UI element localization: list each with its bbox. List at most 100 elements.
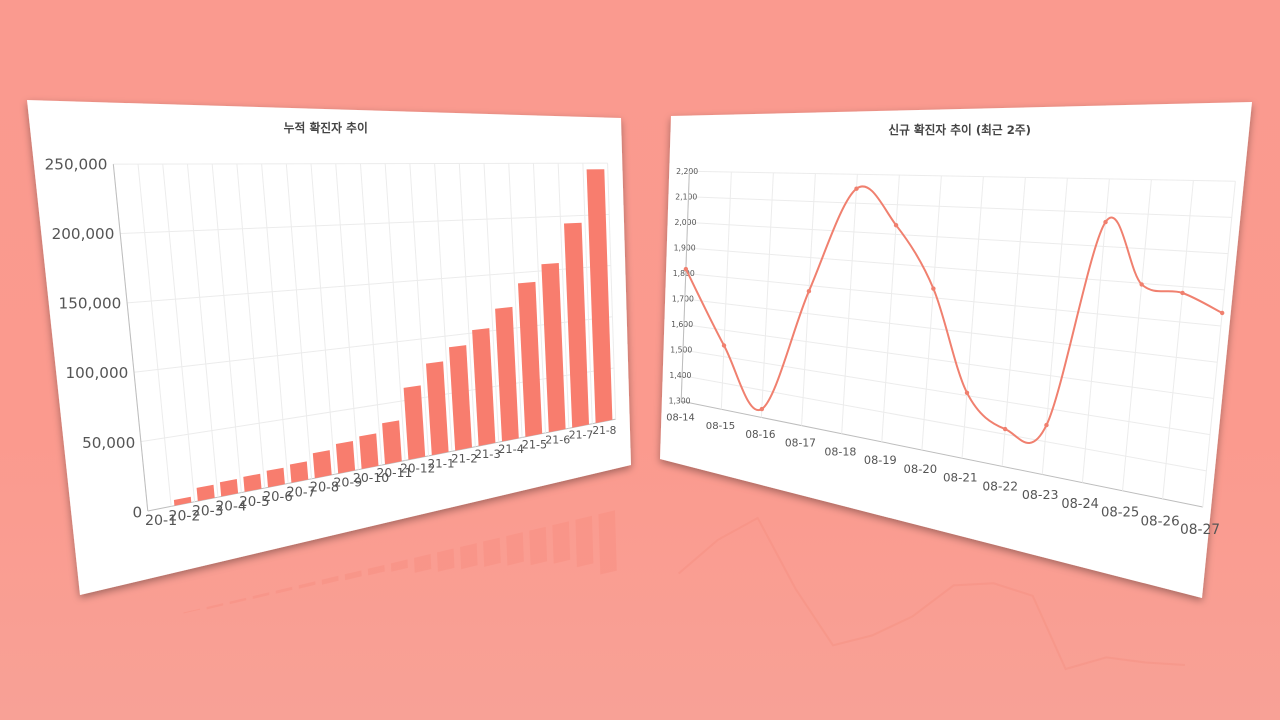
x-gridline <box>961 176 984 459</box>
y-tick-label: 1,300 <box>669 396 691 405</box>
bar-20-5 <box>243 473 262 492</box>
x-gridline <box>801 173 816 426</box>
bar-20-4 <box>219 479 239 497</box>
x-gridline <box>1202 181 1236 508</box>
reflected-bar <box>506 532 524 566</box>
reflected-bar <box>460 543 478 570</box>
chart-title: 신규 확진자 추이 (최근 2주) <box>888 123 1031 137</box>
reflected-bar <box>414 554 432 573</box>
x-gridline <box>310 163 336 475</box>
bar-21-4 <box>495 306 519 442</box>
bar-21-7 <box>564 222 589 428</box>
x-gridline <box>557 163 570 429</box>
y-gridline <box>682 349 1211 436</box>
bar-20-11 <box>382 420 402 465</box>
y-tick-label: 2,200 <box>676 167 698 176</box>
x-tick-label: 08-23 <box>1022 487 1059 502</box>
chart-card-background <box>27 100 631 595</box>
point-08-16 <box>759 406 765 412</box>
point-08-25 <box>1139 282 1144 287</box>
point-08-14 <box>683 266 689 272</box>
x-tick-label: 21-6 <box>545 433 570 446</box>
reflected-bar <box>483 537 501 567</box>
bar-chart-reflection <box>160 510 617 618</box>
x-gridline <box>236 163 266 489</box>
y-tick-label: 1,600 <box>671 320 693 329</box>
x-gridline <box>483 163 500 443</box>
x-tick-label: 08-16 <box>745 429 775 441</box>
y-axis-line <box>112 164 149 511</box>
x-gridline <box>409 163 430 456</box>
x-tick-label: 20-10 <box>353 470 389 485</box>
bar-chart-card: 누적 확진자 추이 0 50,000 100,000 150,000 200,000 250… <box>27 100 631 595</box>
y-gridline <box>681 400 1203 508</box>
x-gridline <box>1162 180 1194 499</box>
y-tick-label: 2,100 <box>675 192 697 201</box>
x-gridline <box>532 163 546 433</box>
bar-21-2 <box>449 345 472 451</box>
y-tick-label: 250,000 <box>45 156 108 174</box>
x-tick-label: 08-27 <box>1180 522 1220 538</box>
x-gridline <box>1001 177 1026 467</box>
reflected-bar <box>390 559 408 572</box>
x-tick-label: 20-3 <box>192 504 223 520</box>
x-tick-label: 20-11 <box>377 466 413 480</box>
x-tick-label: 21-1 <box>428 456 455 470</box>
x-tick-label: 08-24 <box>1061 497 1098 512</box>
reflected-bar <box>298 581 316 589</box>
y-tick-label: 50,000 <box>82 434 135 452</box>
x-gridline <box>841 174 858 434</box>
y-gridline <box>687 221 1229 255</box>
x-tick-label: 20-5 <box>239 495 269 510</box>
x-tick-label: 08-18 <box>824 445 856 458</box>
x-tick-label: 21-3 <box>475 447 501 461</box>
reflected-bar <box>252 592 270 599</box>
bar-20-2 <box>173 496 192 506</box>
y-axis-line <box>680 171 690 402</box>
reflected-bar <box>529 526 548 566</box>
reflected-bar <box>183 608 201 614</box>
bar-20-8 <box>312 450 332 479</box>
point-08-18 <box>854 186 859 191</box>
x-gridline <box>881 175 900 442</box>
y-tick-label: 1,500 <box>670 345 692 354</box>
line-chart-card: 신규 확진자 추이 (최근 2주) 1,300 1,400 1,500 1,600 1,7… <box>660 102 1252 598</box>
bar-21-5 <box>518 281 543 437</box>
x-gridline <box>508 163 523 438</box>
point-08-17 <box>806 288 812 294</box>
x-tick-label: 20-1 <box>145 513 177 529</box>
x-tick-label: 21-7 <box>569 429 594 442</box>
y-tick-label: 0 <box>133 503 143 521</box>
x-gridline <box>335 163 359 470</box>
bar-21-3 <box>472 328 496 446</box>
reflected-bar <box>367 564 385 576</box>
point-08-22 <box>1002 426 1008 432</box>
point-08-19 <box>893 222 899 228</box>
x-gridline <box>720 171 732 410</box>
y-gridline <box>685 272 1221 327</box>
y-tick-label: 150,000 <box>59 295 122 313</box>
point-08-23 <box>1044 422 1049 428</box>
reflected-bar <box>206 603 224 610</box>
y-tick-label: 1,800 <box>673 269 695 278</box>
x-gridline <box>384 163 406 461</box>
x-tick-label: 20-7 <box>286 485 316 500</box>
x-gridline <box>607 163 617 420</box>
reflected-bar <box>437 548 455 572</box>
x-tick-label: 20-4 <box>216 499 247 515</box>
line-chart-reflection <box>678 516 1185 671</box>
new-cases-line <box>685 185 1223 444</box>
x-tick-label: 08-17 <box>785 437 816 450</box>
x-tick-label: 08-14 <box>666 412 694 423</box>
reflected-bar <box>344 570 362 581</box>
bar-20-6 <box>266 467 285 488</box>
y-tick-label: 1,900 <box>674 243 696 252</box>
bar-20-10 <box>359 433 379 469</box>
x-tick-label: 20-8 <box>310 481 339 496</box>
bar-21-6 <box>541 263 566 433</box>
x-gridline <box>760 172 774 418</box>
